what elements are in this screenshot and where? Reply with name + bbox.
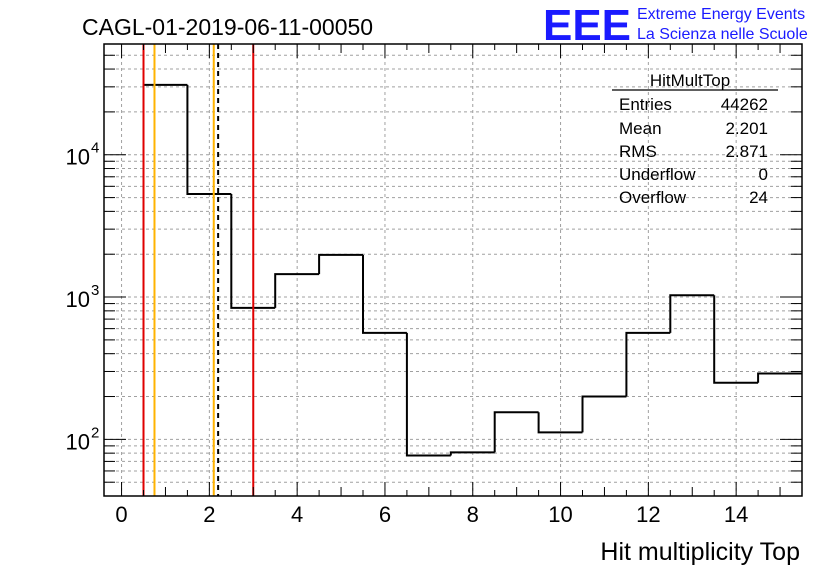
histogram-bin bbox=[625, 331, 671, 397]
stats-title: HitMultTop bbox=[650, 71, 730, 90]
histogram-bin bbox=[405, 332, 451, 457]
y-tick-exponent: 2 bbox=[91, 424, 99, 441]
stats-label-mean: Mean bbox=[619, 119, 662, 138]
histogram-bin bbox=[318, 253, 364, 275]
x-axis-label: Hit multiplicity Top bbox=[600, 538, 800, 566]
x-tick-label: 14 bbox=[724, 502, 748, 527]
histogram-bin bbox=[274, 273, 320, 308]
logo-line-1: Extreme Energy Events bbox=[637, 6, 805, 23]
histogram-bin bbox=[581, 395, 627, 433]
y-tick-exponent: 4 bbox=[91, 140, 99, 157]
stats-label-underflow: Underflow bbox=[619, 165, 696, 184]
histogram-bin bbox=[713, 295, 759, 384]
y-tick-label: 10 bbox=[66, 287, 90, 312]
eee-logo: EEE bbox=[543, 1, 631, 50]
x-tick-label: 12 bbox=[636, 502, 660, 527]
stats-label-overflow: Overflow bbox=[619, 188, 687, 207]
marker-lines bbox=[142, 44, 255, 496]
stats-label-rms: RMS bbox=[619, 142, 657, 161]
histogram-bin bbox=[757, 372, 802, 383]
stats-value-rms: 2.871 bbox=[725, 142, 768, 161]
stats-value-entries: 44262 bbox=[721, 95, 768, 114]
x-tick-label: 2 bbox=[203, 502, 215, 527]
stats-value-underflow: 0 bbox=[759, 165, 768, 184]
plot-frame bbox=[103, 43, 803, 497]
histogram-bin bbox=[449, 451, 495, 456]
histogram-bin bbox=[186, 84, 232, 195]
histogram-bin bbox=[537, 412, 583, 434]
x-tick-label: 8 bbox=[467, 502, 479, 527]
histogram-bin bbox=[362, 254, 407, 334]
x-tick-label: 10 bbox=[548, 502, 572, 527]
x-tick-label: 0 bbox=[115, 502, 127, 527]
histogram-bin bbox=[230, 193, 276, 309]
histogram-bin bbox=[493, 411, 539, 453]
y-tick-label: 10 bbox=[66, 429, 90, 454]
logo-line-2: La Scienza nelle Scuole bbox=[637, 26, 808, 43]
y-tick-exponent: 3 bbox=[91, 282, 99, 299]
histogram-bin bbox=[669, 294, 715, 333]
stats-label-entries: Entries bbox=[619, 95, 672, 114]
stats-value-overflow: 24 bbox=[749, 188, 768, 207]
y-tick-label: 10 bbox=[66, 145, 90, 170]
stats-value-mean: 2.201 bbox=[725, 119, 768, 138]
x-tick-label: 6 bbox=[379, 502, 391, 527]
x-tick-label: 4 bbox=[291, 502, 303, 527]
run-title: CAGL-01-2019-06-11-00050 bbox=[82, 14, 373, 40]
stats-box: HitMultTop Entries 44262 Mean 2.201 RMS … bbox=[612, 71, 778, 207]
